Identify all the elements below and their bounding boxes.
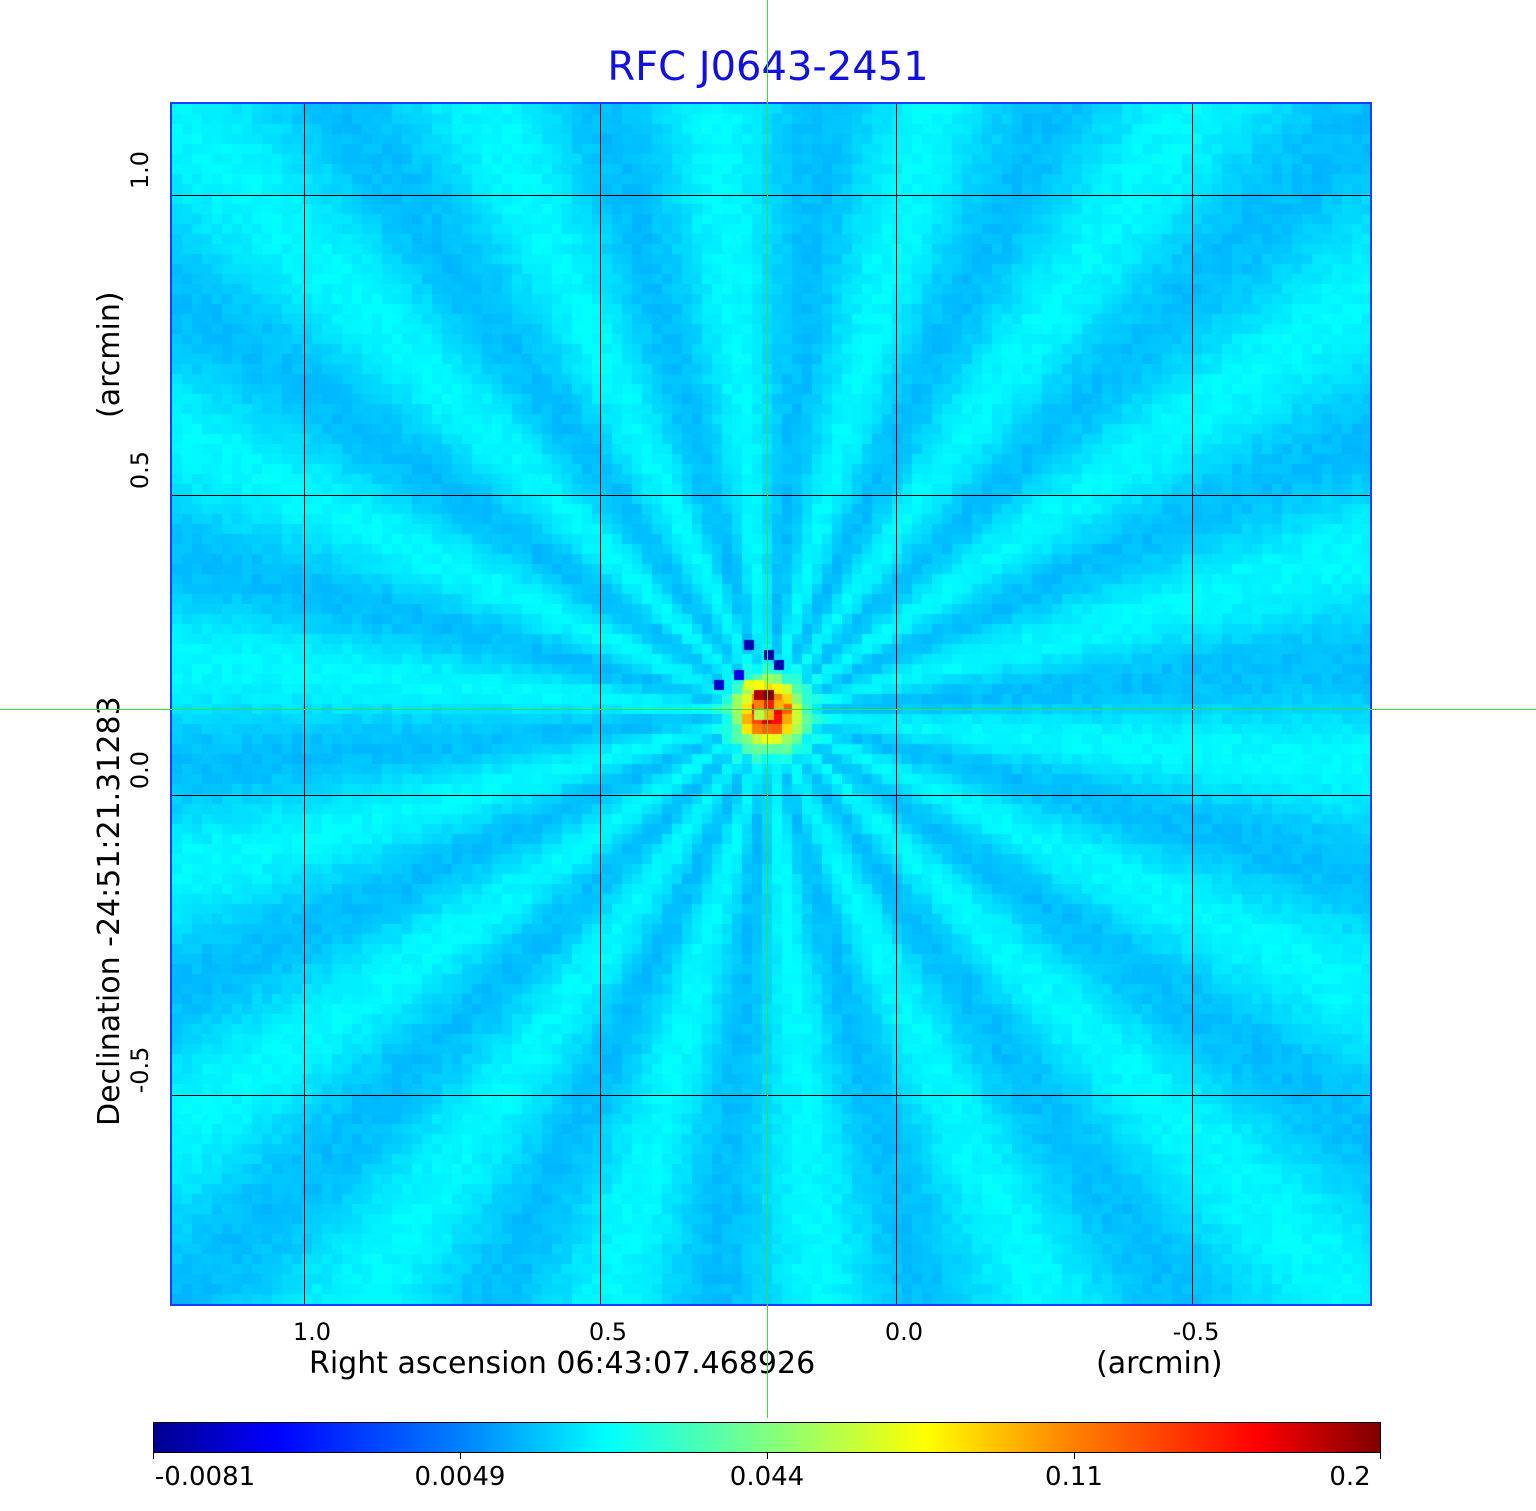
grid-line-x-0.0 — [896, 104, 897, 1304]
x-axis-unit: (arcmin) — [1096, 1346, 1223, 1381]
x-tick-label: -0.5 — [1172, 1318, 1220, 1346]
colorbar-tick — [1380, 1453, 1381, 1459]
colorbar-tick-label: 0.0049 — [414, 1462, 506, 1492]
colorbar-tick-label: -0.0081 — [154, 1462, 256, 1492]
y-tick-label: -0.5 — [126, 1046, 154, 1094]
colorbar-tick — [460, 1453, 461, 1459]
sky-image — [172, 104, 1370, 1304]
grid-line-x-0.5 — [600, 104, 601, 1304]
colorbar — [153, 1422, 1381, 1453]
colorbar-tick — [767, 1453, 768, 1459]
chart-title: RFC J0643-2451 — [607, 44, 929, 90]
y-axis-unit: (arcmin) — [92, 291, 127, 418]
grid-line-x--0.5 — [1192, 104, 1193, 1304]
grid-line-x-1.0 — [304, 104, 305, 1304]
grid-line-y-0.5 — [172, 495, 1370, 496]
grid-line-y-1.0 — [172, 195, 1370, 196]
crosshair-horizontal — [0, 709, 1536, 710]
x-tick-label: 1.0 — [292, 1318, 332, 1346]
x-tick-label: 0.0 — [884, 1318, 924, 1346]
grid-line-y--0.5 — [172, 1095, 1370, 1096]
colorbar-tick — [153, 1453, 154, 1459]
grid-line-y-0.0 — [172, 795, 1370, 796]
y-tick-label: 1.0 — [126, 150, 154, 190]
colorbar-tick-label: 0.2 — [1329, 1462, 1371, 1492]
image-plot-area[interactable] — [170, 102, 1372, 1306]
y-axis-label: Declination -24:51:21.31283 — [92, 696, 127, 1126]
y-tick-label: 0.0 — [126, 750, 154, 790]
x-axis-label: Right ascension 06:43:07.468926 — [309, 1346, 816, 1381]
y-tick-label: 0.5 — [126, 450, 154, 490]
colorbar-tick — [1074, 1453, 1075, 1459]
x-tick-label: 0.5 — [588, 1318, 628, 1346]
colorbar-tick-label: 0.11 — [1045, 1462, 1103, 1492]
colorbar-tick-label: 0.044 — [729, 1462, 805, 1492]
